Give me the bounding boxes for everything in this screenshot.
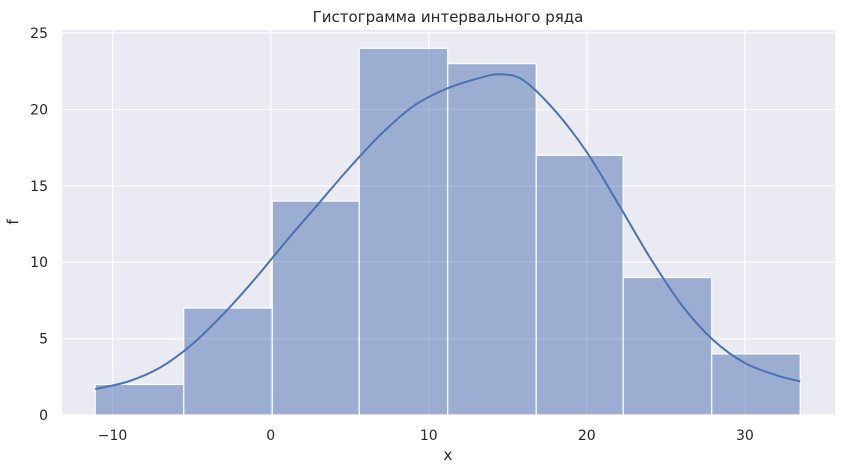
y-tick-label: 10 <box>30 255 48 271</box>
chart-title: Гистограмма интервального ряда <box>313 8 584 26</box>
histogram-bar <box>271 200 360 416</box>
x-tick-labels: −10 0 10 20 30 <box>98 428 754 444</box>
x-tick-label: −10 <box>98 428 128 444</box>
x-tick-label: 30 <box>736 428 754 444</box>
kde-curve <box>94 73 801 391</box>
x-tick-label: 0 <box>266 428 275 444</box>
histogram-bar <box>358 47 449 416</box>
y-tick-label: 5 <box>39 332 48 348</box>
histogram-bar <box>94 383 185 416</box>
y-tick-labels: 0 5 10 15 20 25 <box>30 26 48 424</box>
y-tick-label: 20 <box>30 102 48 118</box>
histogram-bar <box>535 154 624 416</box>
histogram-bar <box>183 307 273 416</box>
y-tick-label: 0 <box>39 408 48 424</box>
y-axis-label: f <box>4 219 22 225</box>
x-axis-label: x <box>444 446 453 464</box>
x-tick-label: 20 <box>578 428 596 444</box>
histogram-bar <box>622 276 713 416</box>
y-tick-label: 15 <box>30 179 48 195</box>
x-tick-label: 10 <box>420 428 438 444</box>
histogram-bar <box>447 63 537 416</box>
y-tick-label: 25 <box>30 26 48 42</box>
histogram-bar <box>711 353 801 416</box>
histogram-bars <box>94 47 801 416</box>
